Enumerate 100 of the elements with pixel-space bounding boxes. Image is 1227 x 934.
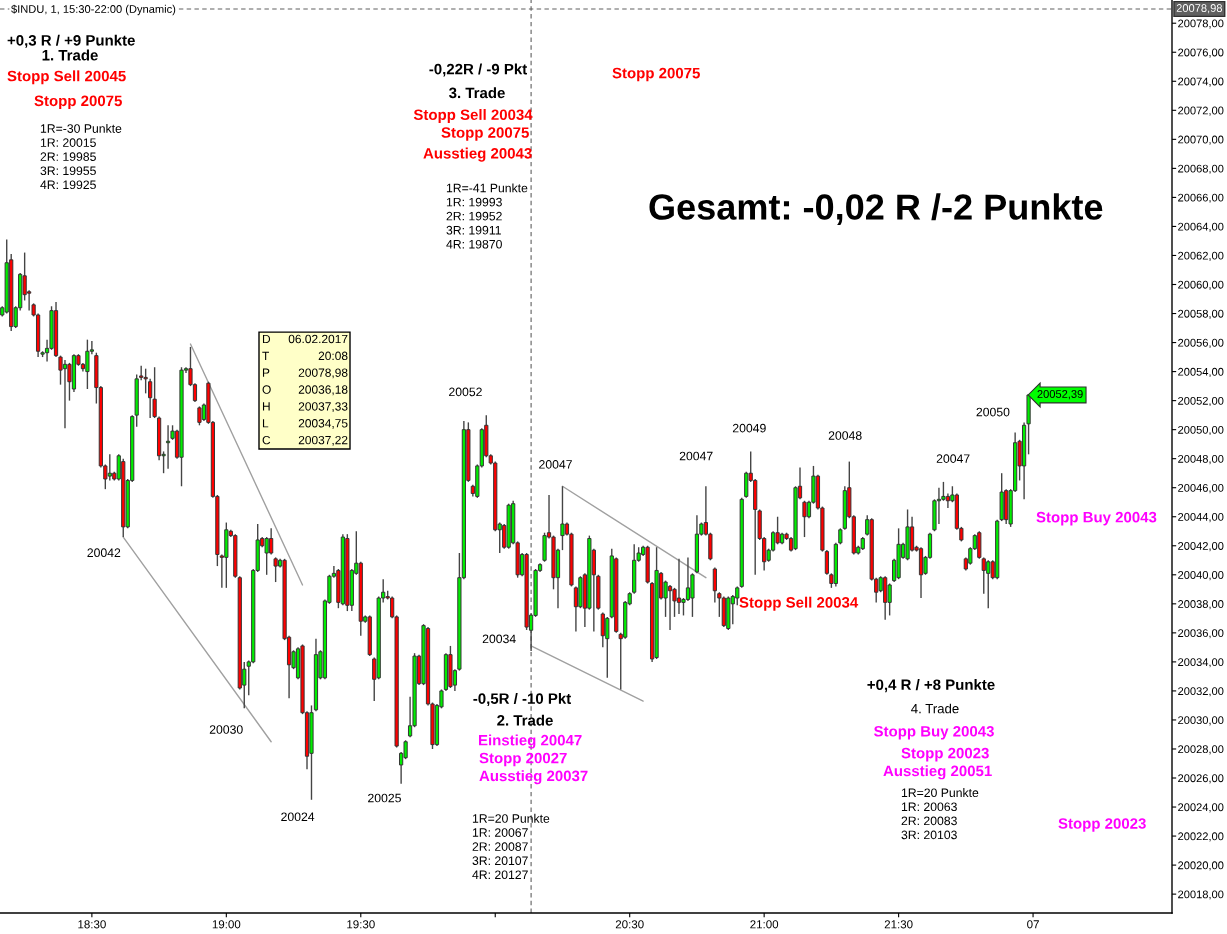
annotation: 20037,22	[298, 435, 348, 446]
y-tick-label: 20026,00	[1178, 774, 1224, 784]
y-tick-label: 20054,00	[1178, 367, 1224, 378]
candlestick	[945, 492, 951, 509]
annotation: Stopp Sell 20034	[413, 108, 533, 123]
annotation: 4. Trade	[911, 703, 959, 714]
annotation: 20052	[449, 387, 482, 397]
y-tick-label: 20018,00	[1178, 890, 1224, 900]
annotation: Stopp 20023	[901, 747, 989, 762]
y-tick-label: 20056,00	[1178, 338, 1224, 348]
y-tick-label: 20066,00	[1178, 193, 1224, 203]
annotation: 20047	[539, 460, 572, 469]
annotation: 20025	[368, 793, 401, 803]
y-tick-label: 20052,00	[1178, 396, 1224, 407]
y-tick-label: 20048,00	[1178, 454, 1224, 465]
annotation: 3. Trade	[449, 87, 505, 99]
annotation: 1. Trade	[42, 49, 98, 61]
y-tick-label: 20078,00	[1178, 19, 1224, 29]
annotation: 20052,39	[1037, 390, 1083, 400]
annotation: Stopp Buy 20043	[1036, 511, 1157, 526]
annotation: 20034,75	[298, 419, 348, 429]
annotation: L	[262, 419, 269, 428]
y-tick-label: 20062,00	[1178, 251, 1224, 261]
x-tick-label: 07	[1027, 920, 1039, 929]
annotation: Stopp 20027	[479, 752, 567, 767]
y-tick-label: 20038,00	[1178, 600, 1224, 610]
y-tick-label: 20076,00	[1178, 48, 1224, 58]
annotation: 20:08	[318, 351, 348, 361]
annotation: Stopp 20075	[441, 127, 529, 141]
y-tick-label: 20028,00	[1178, 745, 1224, 755]
y-tick-label: 20036,00	[1178, 629, 1224, 639]
annotation: -0,5R / -10 Pkt	[473, 692, 572, 707]
annotation: 20034	[482, 634, 516, 644]
y-tick-label: 20068,00	[1178, 164, 1224, 174]
y-tick-label: 20024,00	[1178, 803, 1224, 813]
y-tick-label: 20046,00	[1178, 483, 1224, 494]
candlestick	[62, 359, 68, 429]
y-tick-label: 20058,00	[1178, 309, 1224, 319]
annotation: T	[262, 351, 270, 360]
y-tick-label: 20034,00	[1178, 658, 1224, 668]
candlestick	[152, 366, 157, 419]
candlestick	[605, 616, 610, 679]
y-tick-label: 20072,00	[1178, 106, 1224, 116]
annotation: +0,3 R / +9 Punkte	[7, 34, 135, 48]
y-tick-label: 20020,00	[1178, 861, 1224, 871]
annotation: Stopp 20075	[34, 95, 122, 110]
y-tick-label: 20060,00	[1178, 280, 1224, 290]
annotation: Einstieg 20047	[479, 734, 582, 749]
annotation: 20048	[828, 431, 862, 440]
candlestick	[667, 584, 673, 631]
annotation: H	[262, 402, 270, 411]
annotation: Stopp 20075	[612, 67, 700, 82]
annotation: Stopp Sell 20045	[7, 70, 126, 85]
annotation: Ausstieg 20043	[423, 147, 532, 162]
candlestick	[802, 500, 807, 538]
candlestick	[197, 405, 202, 426]
y-tick-label: 20070,00	[1178, 135, 1224, 145]
annotation: Ausstieg 20037	[479, 770, 588, 785]
x-tick-label: 21:00	[750, 920, 779, 929]
candlestick	[264, 536, 269, 576]
annotation: 20036,18	[298, 385, 348, 396]
y-tick-label: 20042,00	[1178, 542, 1224, 552]
x-tick-label: 19:00	[212, 920, 241, 929]
candlestick	[560, 485, 565, 551]
candlestick	[744, 471, 749, 499]
annotation: 20050	[976, 407, 1010, 417]
annotation: -0,22R / -9 Pkt	[429, 63, 528, 77]
y-tick-label: 20050,00	[1178, 425, 1224, 436]
x-tick-label: 19:30	[347, 920, 375, 929]
annotation: 20042	[87, 548, 121, 558]
x-tick-label: 21:30	[884, 920, 913, 929]
annotation: O	[262, 385, 271, 394]
annotation: 1R=20 Punkte 1R: 20067 2R: 20087 3R: 20107 4R: 20127	[472, 813, 550, 880]
annotation: 20024	[281, 812, 315, 822]
annotation: 1R=20 Punkte 1R: 20063 2R: 20083 3R: 20103	[901, 788, 979, 840]
annotation: Stopp Buy 20043	[874, 725, 994, 740]
candlestick	[148, 378, 153, 419]
annotation: 1R=-30 Punkte 1R: 20015 2R: 19985 3R: 19955 4R: 19925	[40, 123, 122, 190]
x-tick-label: 18:30	[78, 920, 106, 929]
annotation: Gesamt: -0,02 R /-2 Punkte	[649, 193, 1103, 226]
annotation: Ausstieg 20051	[883, 765, 992, 780]
annotation: 06.02.2017	[288, 334, 348, 344]
annotation: +0,4 R / +8 Punkte	[867, 679, 995, 693]
annotation: 20078,98	[298, 368, 348, 379]
annotation: 1R=-41 Punkte 1R: 19993 2R: 19952 3R: 19911 4R: 19870	[446, 183, 528, 249]
y-tick-label: 20022,00	[1178, 832, 1224, 842]
candlestick	[273, 556, 278, 583]
annotation: Stopp Sell 20034	[739, 596, 859, 611]
ref-line-label: 20078,98	[1176, 4, 1223, 14]
candlestick	[143, 367, 148, 395]
x-tick-label: 20:30	[615, 920, 644, 929]
annotation: 20047	[679, 451, 713, 461]
annotation: C	[262, 435, 271, 445]
annotation: Stopp 20023	[1058, 818, 1146, 832]
annotation: P	[262, 368, 270, 377]
annotation: 20030	[209, 725, 243, 734]
annotation: D	[262, 334, 271, 344]
annotation: 20037,33	[298, 402, 348, 413]
y-tick-label: 20044,00	[1178, 513, 1224, 523]
annotation: 2. Trade	[497, 714, 553, 726]
